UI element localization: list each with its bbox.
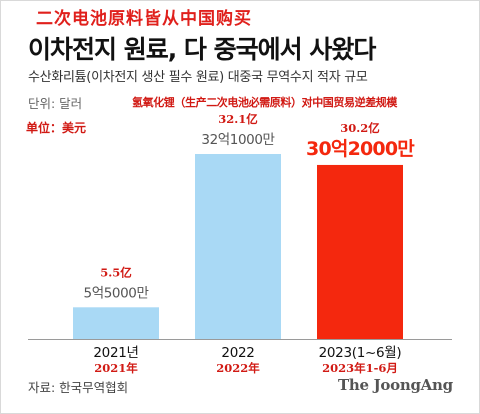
chart-title: 이차전지 원료, 다 중국에서 사왔다 <box>28 35 376 64</box>
publisher-logo: The JoongAng <box>338 376 453 394</box>
chinese-data-label-2: 32.1亿 <box>218 112 258 126</box>
bar-2 <box>195 154 281 339</box>
chinese-data-label-3: 30.2亿 <box>340 121 380 135</box>
data-label-3: 30억2000만 <box>306 138 415 160</box>
category-label-3: 2023(1~6월) <box>319 345 402 361</box>
chinese-data-label-1: 5.5亿 <box>100 265 132 279</box>
chinese-category-label-3: 2023年1-6月 <box>322 361 398 375</box>
data-label-1: 5억5000만 <box>84 285 149 301</box>
bar-1 <box>73 307 159 339</box>
chinese-annotation-subtitle: 氢氧化锂（生产二次电池必需原料）对中国贸易逆差规模 <box>132 96 397 109</box>
unit-label: 단위: 달러 <box>28 96 83 111</box>
chinese-annotation-title: 二次电池原料皆从中国购买 <box>36 9 252 29</box>
source-note: 자료: 한국무역협회 <box>28 380 129 395</box>
chinese-category-label-2: 2022年 <box>216 361 260 375</box>
category-label-2: 2022 <box>221 345 254 361</box>
chinese-category-label-1: 2021年 <box>94 361 138 375</box>
bar-3 <box>317 164 403 339</box>
chinese-annotation-unit: 单位：美元 <box>26 121 87 135</box>
chart-subtitle: 수산화리튬(이차전지 생산 필수 원료) 대중국 무역수지 적자 규모 <box>28 70 368 85</box>
category-label-1: 2021년 <box>93 345 138 361</box>
data-label-2: 32억1000만 <box>201 132 274 148</box>
